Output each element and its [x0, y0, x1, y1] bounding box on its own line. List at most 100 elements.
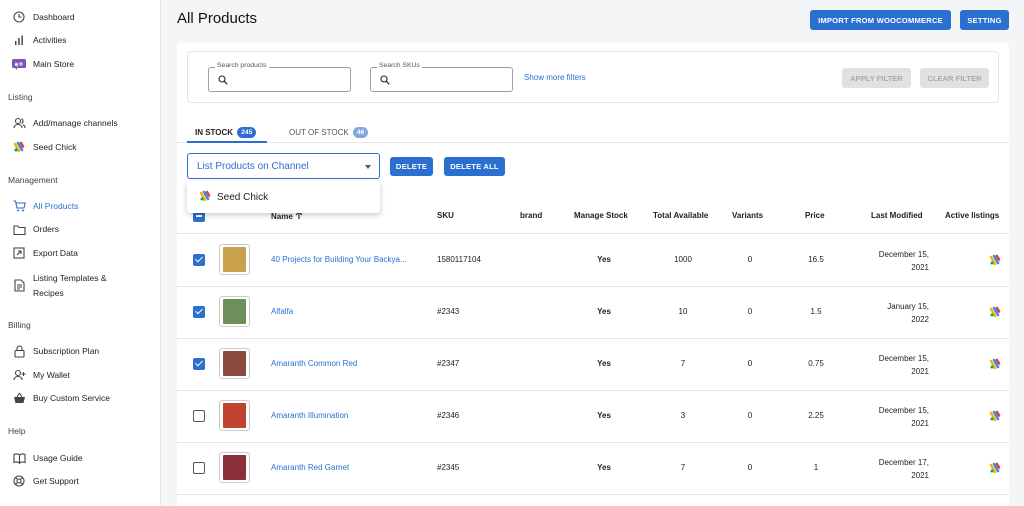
last-modified-year: 2021 [911, 419, 929, 428]
product-last-modified: December 17, 2021 [857, 456, 929, 482]
sidebar-item-label: Export Data [33, 248, 78, 258]
column-header-label: Name [271, 212, 293, 221]
search-skus-label: Search SKUs [377, 62, 422, 69]
filter-panel: Search products Search SKUs Show more fi… [187, 51, 999, 103]
search-skus-input[interactable]: Search SKUs [370, 62, 513, 92]
row-checkbox[interactable] [193, 410, 205, 422]
active-tab-indicator [187, 141, 267, 143]
google-channel-icon [199, 190, 211, 205]
product-price: 1 [813, 463, 819, 472]
page-title: All Products [177, 10, 258, 27]
product-name-link[interactable]: Amaranth Illumination [271, 411, 349, 420]
product-name-link[interactable]: Alfalfa [271, 307, 294, 316]
sidebar-item-export-data[interactable]: Export Data [12, 244, 78, 262]
sidebar-item-listing-templates[interactable]: Listing Templates & Recipes [12, 268, 107, 302]
search-icon [380, 75, 390, 87]
sidebar-item-seed-chick[interactable]: Seed Chick [12, 138, 76, 156]
caret-down-icon [365, 165, 371, 169]
clear-filter-button[interactable]: CLEAR FILTER [920, 68, 989, 88]
search-products-input[interactable]: Search products [208, 62, 351, 92]
product-variants: 0 [747, 411, 753, 420]
column-header-sku[interactable]: SKU [437, 211, 454, 220]
sidebar-item-label: Get Support [33, 476, 79, 486]
delete-button[interactable]: DELETE [390, 157, 433, 176]
tab-label: OUT OF STOCK [289, 127, 349, 137]
google-channel-icon[interactable] [989, 410, 1001, 424]
product-sku: #2347 [437, 359, 460, 368]
sidebar-item-all-products[interactable]: All Products [12, 197, 78, 215]
column-header-price[interactable]: Price [805, 211, 825, 220]
sidebar-item-label: Subscription Plan [33, 346, 100, 356]
setting-button[interactable]: SETTING [960, 10, 1009, 30]
products-card: Search products Search SKUs Show more fi… [177, 43, 1009, 506]
product-variants: 0 [747, 359, 753, 368]
tab-out-of-stock[interactable]: OUT OF STOCK 46 [289, 121, 369, 143]
sidebar-item-usage-guide[interactable]: Usage Guide [12, 449, 83, 467]
product-total-available: 1000 [674, 255, 692, 264]
row-checkbox[interactable] [193, 254, 205, 266]
section-label-help: Help [8, 426, 26, 436]
google-channel-icon[interactable] [989, 306, 1001, 320]
column-header-variants[interactable]: Variants [732, 211, 764, 220]
sidebar-item-label: All Products [33, 201, 79, 211]
show-more-filters-link[interactable]: Show more filters [524, 73, 586, 82]
sidebar-item-buy-custom-service[interactable]: Buy Custom Service [12, 389, 110, 407]
sidebar-item-get-support[interactable]: Get Support [12, 472, 79, 490]
book-icon [12, 451, 26, 465]
sidebar-item-orders[interactable]: Orders [12, 220, 59, 238]
row-checkbox[interactable] [193, 306, 205, 318]
product-manage-stock: Yes [597, 359, 611, 368]
row-checkbox[interactable] [193, 358, 205, 370]
column-header-active-listings[interactable]: Active listings [945, 211, 1000, 220]
sidebar-item-activities[interactable]: Activities [12, 31, 67, 49]
product-last-modified: December 15, 2021 [857, 248, 929, 274]
document-icon [12, 278, 26, 292]
product-name-link[interactable]: Amaranth Common Red [271, 359, 358, 368]
sidebar-item-dashboard[interactable]: Dashboard [12, 8, 75, 26]
product-variants: 0 [747, 307, 753, 316]
sidebar-item-label: My Wallet [33, 370, 70, 380]
google-channel-icon[interactable] [989, 462, 1001, 476]
row-checkbox[interactable] [193, 462, 205, 474]
tabs-divider [177, 142, 1009, 143]
list-on-channel-select[interactable]: List Products on Channel [187, 153, 380, 179]
product-price: 16.5 [808, 255, 824, 264]
sidebar-item-label-group: Listing Templates & Recipes [33, 273, 107, 298]
channel-dropdown-menu: Seed Chick [187, 181, 380, 213]
section-label-billing: Billing [8, 320, 31, 330]
product-name-link[interactable]: Amaranth Red Garnet [271, 463, 350, 472]
apply-filter-button[interactable]: APPLY FILTER [842, 68, 911, 88]
sidebar-item-my-wallet[interactable]: My Wallet [12, 366, 70, 384]
clock-icon [12, 10, 26, 24]
sidebar: Dashboard Activities Main Store Listing … [0, 0, 161, 506]
column-header-brand[interactable]: brand [520, 211, 543, 220]
column-header-manage-stock[interactable]: Manage Stock [574, 211, 628, 220]
column-header-last-modified[interactable]: Last Modified [871, 211, 923, 220]
product-sku: #2343 [437, 307, 460, 316]
google-channel-icon[interactable] [989, 358, 1001, 372]
product-manage-stock: Yes [597, 463, 611, 472]
tab-count-badge: 46 [352, 126, 369, 138]
sidebar-item-add-manage-channels[interactable]: Add/manage channels [12, 114, 118, 132]
last-modified-date: December 15, [878, 354, 929, 363]
last-modified-date: January 15, [887, 302, 929, 311]
tab-count-badge: 245 [237, 126, 257, 138]
product-name-link[interactable]: 40 Projects for Building Your Backya... [271, 255, 407, 264]
sidebar-item-main-store[interactable]: Main Store [12, 55, 74, 73]
delete-all-button[interactable]: DELETE ALL [444, 157, 505, 176]
sidebar-item-subscription-plan[interactable]: Subscription Plan [12, 342, 99, 360]
tab-in-stock[interactable]: IN STOCK 245 [195, 121, 257, 143]
folder-icon [12, 222, 26, 236]
dropdown-option-seed-chick[interactable]: Seed Chick [217, 191, 269, 203]
sidebar-item-label: Usage Guide [33, 453, 83, 463]
import-from-woocommerce-button[interactable]: IMPORT FROM WOOCOMMERCE [810, 10, 951, 30]
product-manage-stock: Yes [597, 255, 611, 264]
google-channel-icon[interactable] [989, 254, 1001, 268]
column-header-total-available[interactable]: Total Available [653, 211, 709, 220]
bar-chart-icon [12, 33, 26, 47]
sidebar-item-label: Orders [33, 224, 59, 234]
product-variants: 0 [747, 255, 753, 264]
product-total-available: 7 [680, 463, 686, 472]
sidebar-item-label: Main Store [33, 59, 75, 69]
last-modified-date: December 15, [878, 250, 929, 259]
